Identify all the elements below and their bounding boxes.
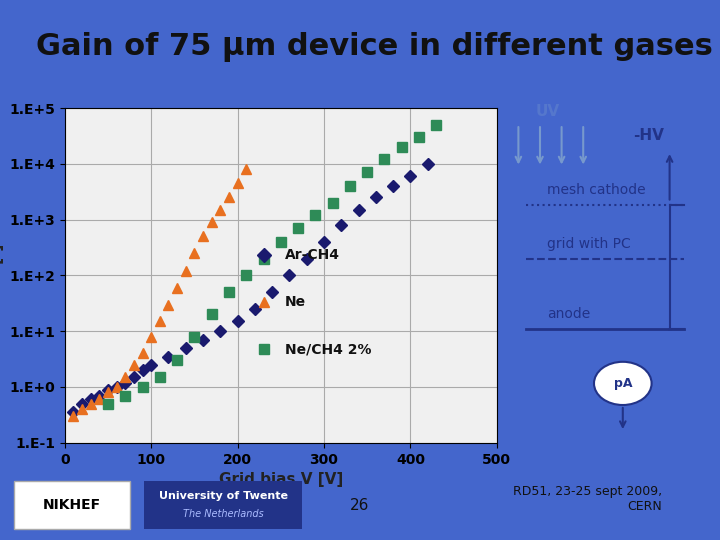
Text: anode: anode (547, 307, 590, 321)
Text: RD51, 23-25 sept 2009,
CERN: RD51, 23-25 sept 2009, CERN (513, 485, 662, 513)
Text: University of Twente: University of Twente (158, 491, 288, 501)
Text: mesh cathode: mesh cathode (547, 183, 646, 197)
Text: The Netherlands: The Netherlands (183, 509, 264, 519)
Text: pA: pA (613, 377, 632, 390)
Text: Ne/CH4 2%: Ne/CH4 2% (285, 342, 372, 356)
Circle shape (594, 362, 652, 405)
Y-axis label: Gain [-]: Gain [-] (0, 244, 4, 307)
Text: -HV: -HV (634, 127, 665, 143)
Text: 26: 26 (351, 498, 369, 513)
Text: Ar-CH4: Ar-CH4 (285, 248, 340, 262)
X-axis label: Grid bias V [V]: Grid bias V [V] (219, 472, 343, 487)
Text: Ne: Ne (285, 295, 306, 309)
Text: UV: UV (535, 104, 559, 119)
Text: Gain of 75 μm device in different gases: Gain of 75 μm device in different gases (36, 32, 713, 63)
Text: NIKHEF: NIKHEF (43, 498, 101, 512)
Text: grid with PC: grid with PC (547, 237, 631, 251)
